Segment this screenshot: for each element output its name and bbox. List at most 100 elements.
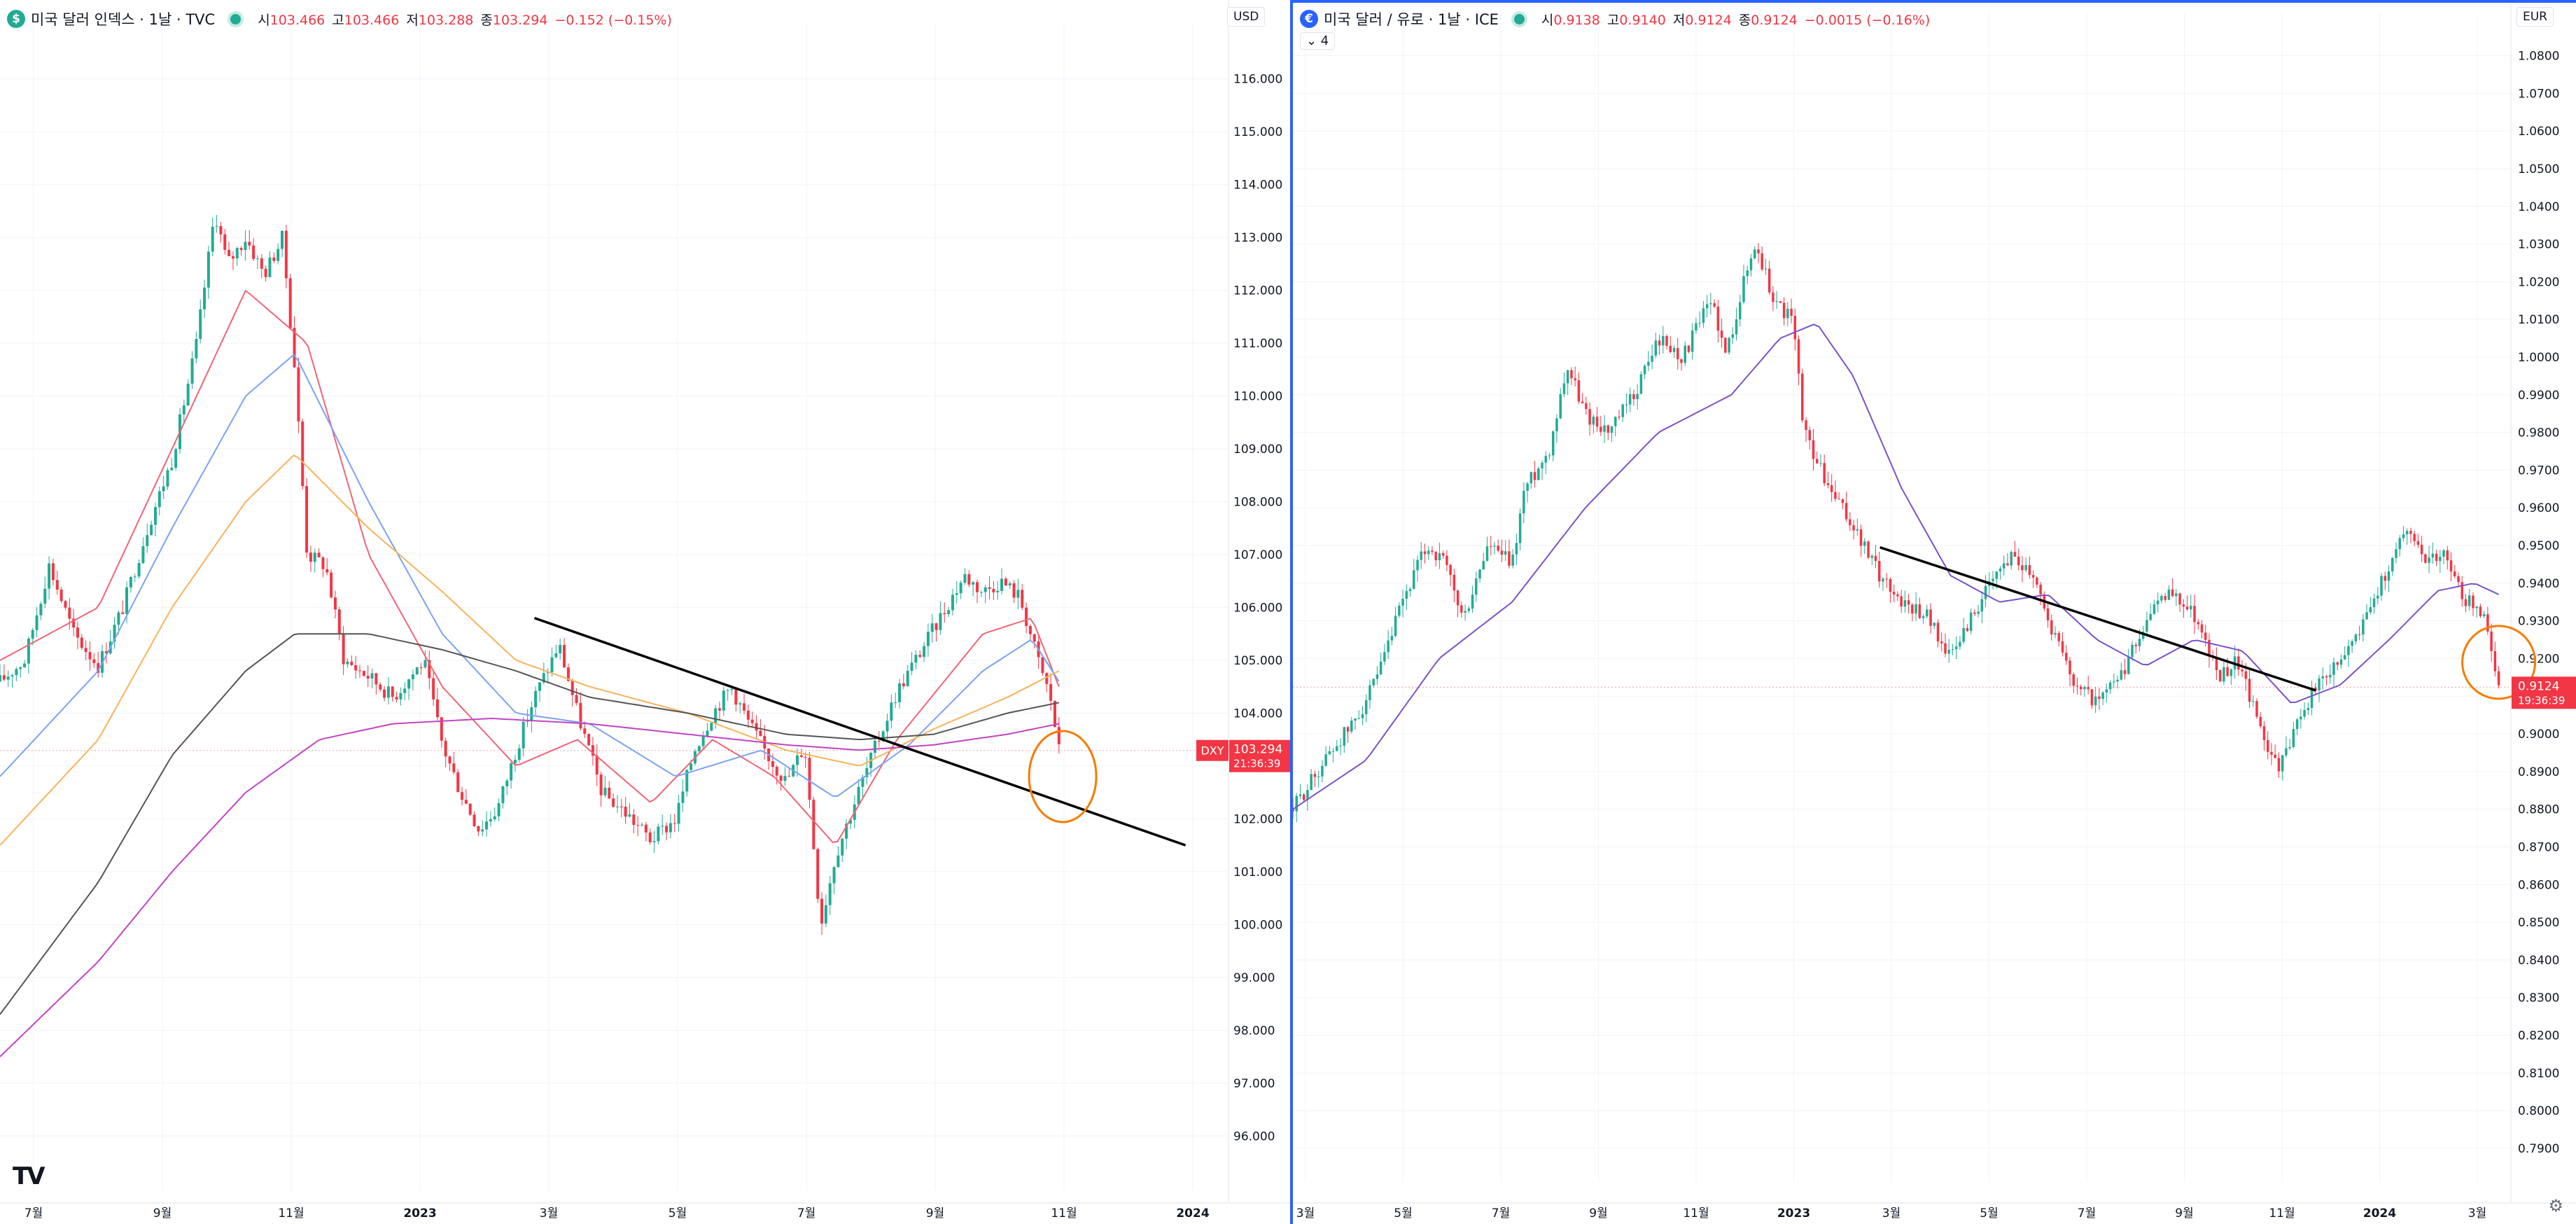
candle-body	[1841, 499, 1844, 503]
candlestick	[943, 602, 946, 623]
candle-body	[1600, 426, 1602, 432]
x-axis-tick-label: 7월	[24, 1206, 43, 1220]
candle-body	[485, 821, 489, 830]
candle-body	[652, 841, 656, 842]
candlestick	[497, 798, 500, 821]
candle-body	[2197, 622, 2200, 625]
candle-body	[1900, 596, 1903, 607]
candlestick	[759, 719, 762, 737]
candle-body	[583, 728, 587, 735]
candlestick	[1724, 337, 1727, 354]
candle-body	[1885, 578, 1888, 580]
candlestick	[1962, 618, 1965, 645]
candlestick	[1676, 338, 1679, 370]
left-chart-canvas[interactable]: 116.000 115.000 114.000 113.000 112.000 111.0…	[0, 0, 1290, 1224]
candle-body	[342, 634, 345, 665]
candle-body	[575, 695, 578, 703]
pane-divider[interactable]	[1290, 0, 1293, 1224]
candle-body	[2274, 754, 2276, 758]
candle-body	[448, 756, 451, 764]
candlestick	[2185, 595, 2189, 611]
candlestick	[2094, 686, 2097, 714]
right-symbol-title[interactable]: 미국 달러 / 유로 · 1날 · ICE	[1324, 11, 1499, 28]
candlestick	[1434, 550, 1437, 567]
y-axis-tick-label: 114.000	[1233, 179, 1282, 193]
candlestick	[1460, 601, 1463, 618]
candlestick	[374, 672, 378, 695]
candle-body	[2314, 687, 2317, 691]
left-symbol-title[interactable]: 미국 달러 인덱스 · 1날 · TVC	[31, 11, 216, 28]
candle-body	[1364, 700, 1368, 715]
candle-body	[730, 688, 734, 690]
candle-body	[1475, 578, 1478, 595]
candle-body	[2252, 701, 2255, 702]
candle-body	[579, 702, 582, 729]
candlestick	[1293, 798, 1294, 819]
candle-body	[2475, 606, 2478, 608]
candlestick	[244, 230, 247, 261]
candlestick	[2482, 611, 2486, 618]
candle-body	[1595, 417, 1599, 427]
candlestick	[2339, 654, 2343, 669]
left-currency-selector[interactable]: USD	[1227, 7, 1266, 27]
candlestick	[1489, 536, 1492, 556]
candle-body	[84, 648, 88, 653]
candlestick	[1969, 608, 1973, 634]
candle-body	[2358, 634, 2361, 635]
candlestick	[1595, 407, 1599, 432]
candle-body	[1423, 551, 1427, 555]
candlestick	[1518, 508, 1522, 550]
candle-body	[215, 225, 218, 227]
candlestick	[2017, 548, 2020, 571]
y-axis-tick-label: 99.000	[1233, 971, 1275, 985]
indicators-collapse-button[interactable]: ⌄ 4	[1300, 32, 1336, 50]
candlestick	[1639, 371, 1643, 394]
candle-body	[1684, 345, 1686, 363]
candle-body	[2138, 639, 2141, 646]
left-chart-pane[interactable]: 116.000 115.000 114.000 113.000 112.000 111.0…	[0, 0, 1290, 1224]
candle-body	[779, 775, 783, 781]
x-axis-tick-label: 11월	[2269, 1206, 2295, 1220]
candle-body	[2354, 634, 2358, 641]
candle-body	[2054, 632, 2057, 635]
right-chart-canvas[interactable]: 1.0800 1.0700 1.0600 1.0500 1.0400 1.0300 1.02…	[1293, 0, 2576, 1224]
candle-body	[665, 826, 668, 833]
candlestick	[608, 781, 611, 800]
gear-icon[interactable]: ⚙	[2548, 1196, 2563, 1216]
candle-body	[497, 803, 500, 816]
candlestick	[2028, 556, 2031, 579]
candle-body	[2446, 550, 2449, 561]
candlestick	[665, 822, 668, 840]
ticker-badge-label: DXY	[1200, 744, 1224, 758]
candle-body	[2486, 614, 2489, 632]
candlestick	[1757, 243, 1760, 263]
y-axis-tick-label: 0.9500	[2518, 539, 2559, 553]
candlestick	[48, 556, 51, 600]
candle-body	[1977, 611, 1980, 614]
candlestick	[1980, 591, 1984, 624]
candlestick	[72, 608, 76, 637]
candle-body	[2090, 689, 2094, 706]
x-axis-tick-label: 9월	[2175, 1206, 2193, 1220]
candlestick	[2116, 675, 2119, 689]
candlestick	[697, 744, 701, 753]
candlestick	[333, 590, 337, 618]
candlestick	[2021, 556, 2024, 583]
candle-body	[534, 690, 538, 708]
candle-body	[951, 594, 954, 611]
right-currency-selector[interactable]: EUR	[2516, 7, 2554, 27]
candle-body	[1336, 746, 1338, 751]
candle-body	[836, 855, 840, 868]
candlestick	[35, 606, 38, 638]
candlestick	[1441, 550, 1445, 559]
right-chart-pane[interactable]: 1.0800 1.0700 1.0600 1.0500 1.0400 1.0300 1.02…	[1293, 0, 2576, 1224]
candle-body	[432, 678, 435, 700]
candlestick	[743, 693, 746, 714]
candlestick	[2024, 557, 2027, 572]
flag-logo-icon: €	[1300, 10, 1318, 28]
tradingview-logo-icon[interactable]: TV	[13, 1162, 45, 1190]
candlestick	[836, 846, 840, 868]
y-axis-tick-label: 101.000	[1233, 865, 1282, 879]
candle-body	[2490, 631, 2493, 651]
candle-body	[489, 819, 492, 822]
